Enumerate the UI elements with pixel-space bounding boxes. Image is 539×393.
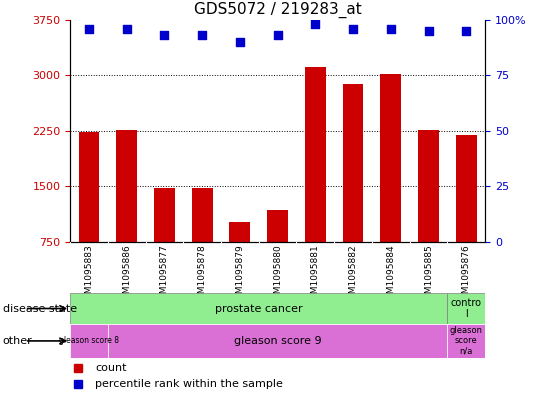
Bar <box>192 188 212 242</box>
Point <box>273 32 282 39</box>
Bar <box>116 130 137 242</box>
Text: GSM1095886: GSM1095886 <box>122 244 131 305</box>
Text: contro
l: contro l <box>451 298 482 319</box>
Point <box>122 26 131 32</box>
Text: GSM1095885: GSM1095885 <box>424 244 433 305</box>
Text: GSM1095876: GSM1095876 <box>462 244 471 305</box>
Bar <box>154 188 175 242</box>
Point <box>198 32 206 39</box>
Text: other: other <box>3 336 32 346</box>
Point <box>349 26 357 32</box>
Text: count: count <box>95 363 127 373</box>
Point <box>424 28 433 34</box>
Bar <box>447 293 485 324</box>
Text: GSM1095880: GSM1095880 <box>273 244 282 305</box>
Text: GSM1095879: GSM1095879 <box>236 244 244 305</box>
Text: GSM1095882: GSM1095882 <box>349 244 357 305</box>
Text: GSM1095883: GSM1095883 <box>85 244 93 305</box>
Text: disease state: disease state <box>3 303 77 314</box>
Text: GSM1095877: GSM1095877 <box>160 244 169 305</box>
Bar <box>108 324 447 358</box>
Point <box>311 21 320 27</box>
Bar <box>447 324 485 358</box>
Text: GSM1095881: GSM1095881 <box>311 244 320 305</box>
Text: percentile rank within the sample: percentile rank within the sample <box>95 379 283 389</box>
Bar <box>381 73 401 242</box>
Text: gleason
score
n/a: gleason score n/a <box>450 326 483 356</box>
Bar <box>305 67 326 242</box>
Text: gleason score 8: gleason score 8 <box>59 336 119 345</box>
Bar <box>418 130 439 242</box>
Bar <box>70 324 108 358</box>
Bar <box>230 222 250 242</box>
Bar <box>343 84 363 242</box>
Point <box>462 28 471 34</box>
Title: GDS5072 / 219283_at: GDS5072 / 219283_at <box>194 2 362 18</box>
Bar <box>267 210 288 242</box>
Text: prostate cancer: prostate cancer <box>215 303 302 314</box>
Point <box>160 32 169 39</box>
Point <box>386 26 395 32</box>
Bar <box>79 132 99 242</box>
Bar <box>456 135 476 242</box>
Text: gleason score 9: gleason score 9 <box>234 336 321 346</box>
Text: GSM1095884: GSM1095884 <box>386 244 395 305</box>
Point <box>236 39 244 45</box>
Point <box>85 26 93 32</box>
Text: GSM1095878: GSM1095878 <box>198 244 206 305</box>
